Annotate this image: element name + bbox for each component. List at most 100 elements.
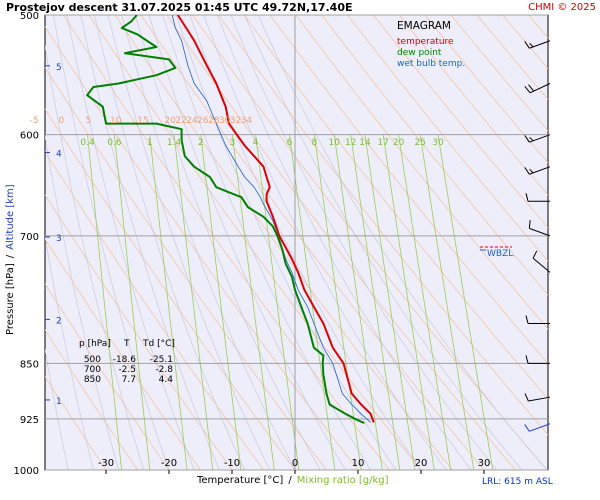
wind-barb-flag bbox=[525, 355, 529, 364]
temperature-profile bbox=[176, 15, 375, 423]
mixing-ratio-label: 2 bbox=[198, 138, 204, 148]
wind-barb bbox=[525, 193, 550, 202]
wind-barb-flag bbox=[524, 41, 530, 49]
moist-adiabat-line bbox=[135, 15, 321, 470]
mixing-ratio-line bbox=[419, 134, 475, 470]
wind-barb-flag bbox=[529, 136, 534, 142]
legend-title: EMAGRAM bbox=[397, 20, 451, 32]
potential-temp-label: -5 bbox=[30, 116, 39, 126]
mixing-ratio-label: 25 bbox=[414, 138, 425, 148]
wind-barb-flag bbox=[529, 43, 534, 48]
pressure-tick-label: 850 bbox=[20, 359, 39, 370]
moist-adiabat-line bbox=[203, 15, 447, 470]
wind-barb bbox=[528, 220, 551, 237]
dry-adiabat-line bbox=[45, 329, 138, 470]
table-header-p: p [hPa] bbox=[79, 339, 111, 349]
moist-adiabat-line bbox=[162, 15, 371, 470]
x-axis-title: Temperature [°C] / Mixing ratio [g/kg] bbox=[196, 475, 389, 486]
moist-adiabat-line bbox=[94, 15, 245, 470]
wind-barb bbox=[532, 250, 551, 273]
values-table: p [hPa] T Td [°C] 500 -18.6 -25.1 700 -2… bbox=[79, 339, 175, 385]
moist-adiabat-line bbox=[45, 134, 119, 470]
mixing-ratio-line bbox=[87, 134, 122, 470]
temperature-tick-label: 0 bbox=[292, 458, 298, 469]
wind-barb bbox=[525, 315, 550, 325]
dry-adiabat-line bbox=[45, 66, 327, 470]
mixing-ratio-line bbox=[314, 134, 362, 470]
mixing-ratio-label: 30 bbox=[432, 138, 444, 148]
y-axis-title: Pressure [hPa] / Altitude [km] bbox=[5, 184, 16, 335]
temperature-tick-label: -30 bbox=[98, 458, 114, 469]
mixing-ratio-line bbox=[364, 134, 416, 470]
wind-barb bbox=[524, 423, 551, 432]
mixing-ratio-label: 17 bbox=[377, 138, 388, 148]
potential-temp-label: 26 bbox=[197, 116, 209, 126]
table-row-t: 7.7 bbox=[122, 375, 136, 385]
wind-barb bbox=[524, 166, 551, 175]
wind-barb-flag bbox=[529, 168, 534, 174]
mixing-ratio-line bbox=[398, 134, 452, 470]
mixing-ratio-label: 6 bbox=[287, 138, 293, 148]
potential-temp-label: 15 bbox=[137, 116, 148, 126]
table-row-td: 4.4 bbox=[159, 375, 174, 385]
mixing-ratio-line bbox=[173, 134, 214, 470]
temperature-tick-label: 30 bbox=[478, 458, 491, 469]
wind-barb-flag bbox=[524, 393, 529, 402]
mixing-ratio-label: 10 bbox=[328, 138, 340, 148]
pressure-tick-label: 700 bbox=[20, 232, 39, 243]
dry-adiabat-line bbox=[45, 194, 233, 470]
table-row-t: -2.5 bbox=[118, 365, 136, 375]
legend-item-wet-bulb: wet bulb temp. bbox=[397, 59, 465, 69]
lrl-label: LRL: 615 m ASL bbox=[482, 477, 553, 487]
dry-adiabat-line bbox=[450, 15, 548, 132]
altitude-tick-label: 1 bbox=[56, 397, 62, 407]
dry-adiabat-line bbox=[88, 15, 422, 470]
potential-temp-label: 22 bbox=[175, 116, 186, 126]
pressure-tick-label: 1000 bbox=[14, 466, 39, 477]
altitude-tick-label: 3 bbox=[56, 234, 62, 244]
mixing-ratio-line bbox=[231, 134, 275, 470]
moist-adiabat-line bbox=[257, 15, 548, 470]
moist-adiabat-line bbox=[53, 15, 170, 470]
mixing-ratio-label: 12 bbox=[345, 138, 356, 148]
pressure-tick-label: 600 bbox=[20, 131, 39, 142]
moist-adiabat-line bbox=[107, 15, 271, 470]
temperature-tick-label: 20 bbox=[415, 458, 428, 469]
dry-adiabat-line bbox=[45, 26, 359, 470]
table-row-p: 850 bbox=[84, 375, 101, 385]
potential-temp-label: 32 bbox=[230, 116, 241, 126]
dry-adiabat-line bbox=[45, 375, 107, 470]
mixing-ratio-line bbox=[333, 134, 383, 470]
table-row-p: 500 bbox=[84, 355, 101, 365]
potential-temp-label: 28 bbox=[208, 116, 220, 126]
pressure-tick-label: 925 bbox=[20, 415, 39, 426]
wbzl-marker: WBZL bbox=[480, 246, 513, 259]
mixing-ratio-line bbox=[289, 134, 336, 470]
axis-separator: / bbox=[5, 254, 16, 258]
potential-temp-label: 20 bbox=[164, 116, 176, 126]
table-row-t: -18.6 bbox=[113, 355, 137, 365]
dry-adiabat-line bbox=[347, 15, 548, 262]
wind-barb-flag bbox=[525, 193, 529, 202]
wind-barb-staff bbox=[532, 257, 551, 273]
potential-temp-label: 24 bbox=[186, 116, 198, 126]
mixing-ratio-line bbox=[114, 134, 151, 470]
wind-barb bbox=[524, 134, 551, 143]
wind-barb-flag bbox=[528, 84, 535, 92]
mixing-ratio-label: 14 bbox=[359, 138, 371, 148]
wind-barb-flag bbox=[528, 220, 531, 229]
moist-adiabat-line bbox=[148, 15, 346, 470]
moist-adiabat-line bbox=[216, 15, 472, 470]
mixing-ratio-label: 4 bbox=[253, 138, 259, 148]
wind-barb-flag bbox=[524, 135, 530, 143]
pressure-axis-label: Pressure [hPa] bbox=[5, 263, 16, 335]
moist-adiabat-line bbox=[66, 15, 195, 470]
altitude-tick-label: 4 bbox=[56, 149, 62, 159]
dry-adiabat-line bbox=[321, 15, 548, 296]
wind-barb bbox=[525, 355, 550, 364]
legend-item-temperature: temperature bbox=[397, 37, 454, 47]
mixing-ratio-line bbox=[255, 134, 300, 470]
wind-barb-flag bbox=[524, 86, 531, 94]
wind-barb-staff bbox=[529, 423, 551, 432]
